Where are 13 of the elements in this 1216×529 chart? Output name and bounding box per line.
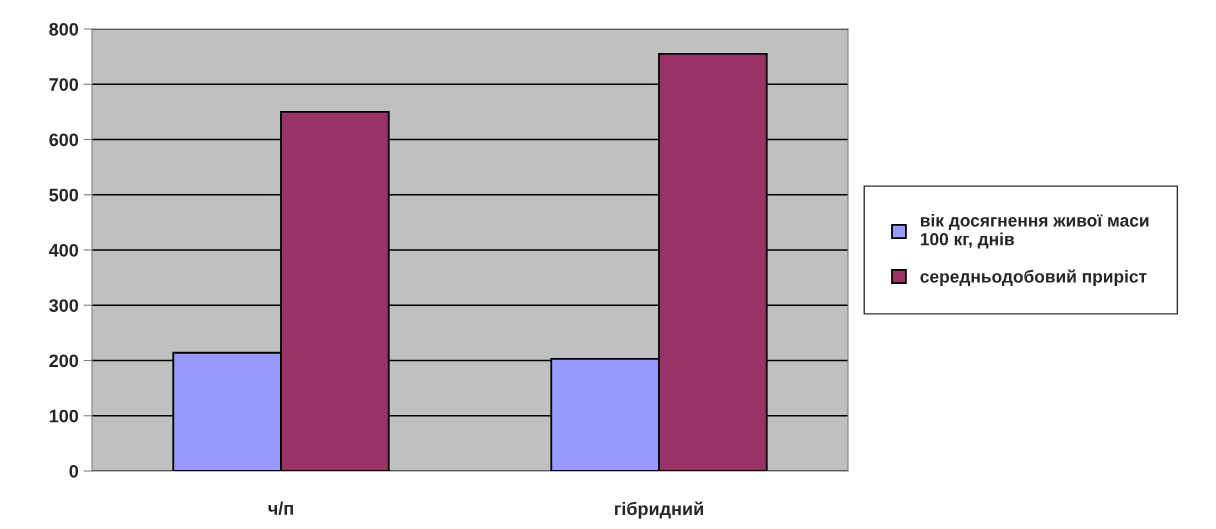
x-tick-label: гібридний xyxy=(615,501,703,519)
y-tick-label: 300 xyxy=(49,299,79,312)
y-tick-label: 800 xyxy=(49,22,79,36)
x-tick-label: ч/п xyxy=(268,501,293,515)
y-tick-label: 500 xyxy=(49,188,79,202)
y-tick-label: 400 xyxy=(48,243,79,257)
legend-label: вік досягнення живої маси 100 кг, днів xyxy=(920,213,1149,249)
legend-label: середньодобовий приріст xyxy=(920,269,1147,287)
y-tick-label: 0 xyxy=(69,464,79,478)
y-tick-label: 700 xyxy=(49,78,79,91)
y-tick-label: 100 xyxy=(49,409,79,423)
y-tick-label: 200 xyxy=(49,354,79,368)
y-tick-label: 600 xyxy=(49,133,79,147)
